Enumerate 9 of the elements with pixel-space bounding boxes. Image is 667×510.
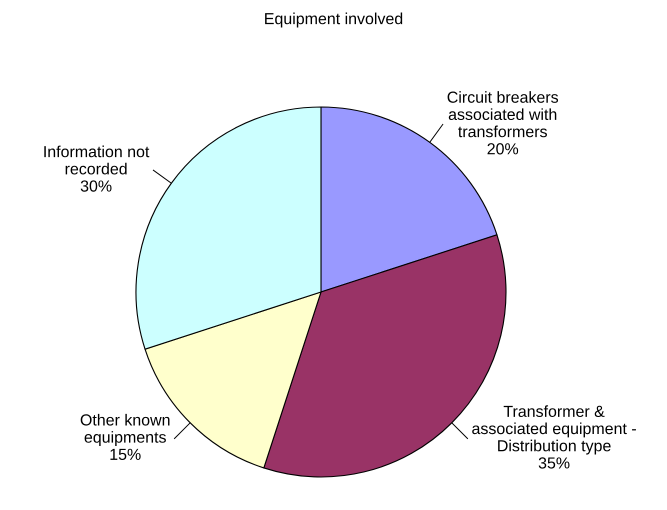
slice-label: Other known equipments: [80, 414, 170, 446]
data-label: 35%: [538, 457, 570, 469]
data-label: 15%: [110, 448, 141, 460]
chart-title: Equipment involved: [265, 12, 402, 28]
slice-label: Transformer & associated equipment - Distribution type: [472, 405, 636, 455]
slice-label: Information not recorded: [44, 146, 150, 174]
data-label: 20%: [488, 143, 518, 154]
data-label: 30%: [80, 180, 112, 192]
slice-label: Circuit breakers associated with transformers: [448, 91, 558, 138]
